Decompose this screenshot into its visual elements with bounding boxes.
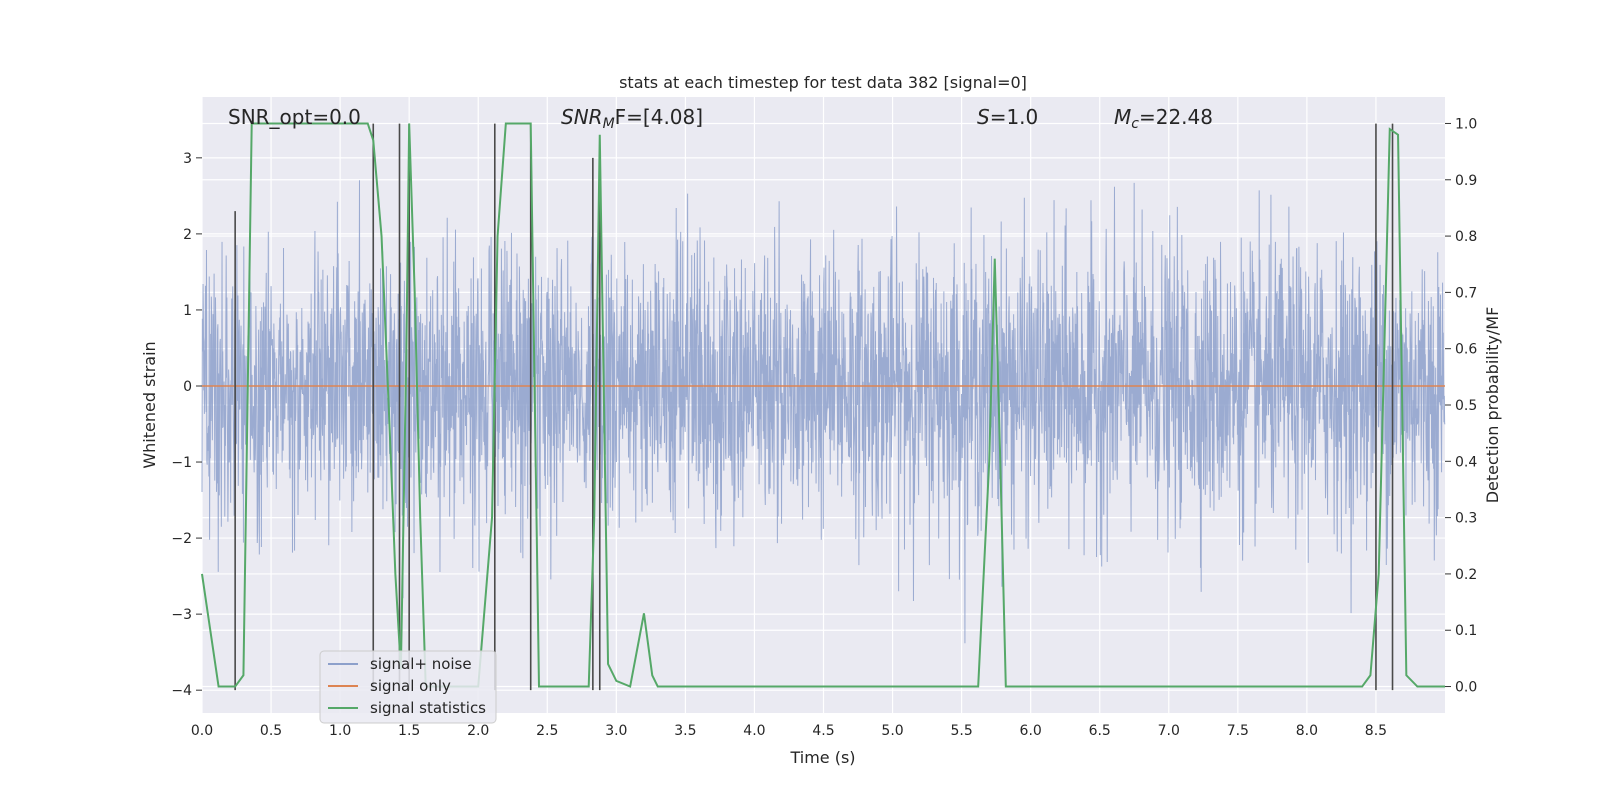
x-tick-label: 7.5: [1227, 723, 1249, 739]
x-tick-label: 1.0: [329, 723, 351, 739]
x-tick-label: 0.5: [260, 723, 282, 739]
series-line-signal-statistics: [201, 122, 1445, 688]
y-tick-label-left: −3: [171, 607, 192, 623]
y-tick-label-right: 0.3: [1455, 511, 1477, 527]
legend-label-signal: signal only: [370, 677, 451, 695]
y-tick-label-left: 3: [183, 151, 192, 167]
annotation-snr-mf-symbol: SNR: [561, 105, 603, 129]
y-tick-label-right: 0.4: [1455, 454, 1477, 470]
chart-title: stats at each timestep for test data 382…: [619, 73, 1027, 92]
y-tick-label-right: 0.2: [1455, 567, 1477, 583]
x-tick-label: 3.5: [674, 723, 696, 739]
legend: signal+ noise signal only signal statist…: [319, 650, 497, 724]
annotation-mc-subscript: c: [1131, 116, 1139, 132]
x-tick-label: 5.5: [950, 723, 972, 739]
y-tick-label-right: 0.0: [1455, 680, 1477, 696]
annotation-mc-symbol: M: [1114, 105, 1131, 129]
y-tick-label-right: 0.8: [1455, 229, 1477, 245]
x-tick-label: 3.0: [605, 723, 627, 739]
x-axis-label: Time (s): [789, 748, 855, 767]
tick-layer: 0.0 0.5 1.0 1.5 2.0 2.5 3.0 3.5 4.0 4.5 5.0 5.5 6.0 6…: [171, 116, 1477, 739]
x-tick-label: 8.5: [1365, 723, 1387, 739]
y-tick-label-left: 0: [183, 379, 192, 395]
x-tick-label: 2.5: [536, 723, 558, 739]
y-tick-label-left: −4: [171, 683, 192, 699]
x-tick-label: 7.0: [1158, 723, 1180, 739]
legend-label-noise: signal+ noise: [370, 655, 472, 673]
y-tick-label-left: −1: [171, 455, 192, 471]
y-tick-label-right: 0.1: [1455, 623, 1477, 639]
y-tick-label-left: 1: [183, 303, 192, 319]
annotation-s-value: =1.0: [990, 105, 1039, 129]
y-tick-label-right: 0.7: [1455, 285, 1477, 301]
annotation-snr-mf-subscript: M: [603, 116, 615, 132]
x-tick-label: 4.0: [743, 723, 765, 739]
x-tick-label: 2.0: [467, 723, 489, 739]
x-tick-label: 1.5: [398, 723, 420, 739]
y-tick-label-right: 1.0: [1455, 116, 1477, 132]
annotation-s-symbol: S: [977, 105, 990, 129]
y-tick-label-right: 0.5: [1455, 398, 1477, 414]
y-tick-label-left: 2: [183, 227, 192, 243]
x-tick-label: 5.0: [881, 723, 903, 739]
y-axis-label-right: Detection probability/MF: [1483, 307, 1502, 504]
stats-layer: [201, 122, 1445, 688]
annotation-s: S=1.0: [977, 105, 1038, 129]
annotation-snr-mf-value: F=[4.08]: [615, 105, 703, 129]
x-tick-label: 6.0: [1020, 723, 1042, 739]
x-tick-label: 6.5: [1089, 723, 1111, 739]
legend-box: [319, 650, 497, 724]
annotation-mc-value: =22.48: [1139, 105, 1213, 129]
x-tick-label: 0.0: [191, 723, 213, 739]
x-tick-label: 8.0: [1296, 723, 1318, 739]
annotation-mc: Mc=22.48: [1114, 105, 1213, 132]
annotation-snr-mf: SNRMF=[4.08]: [561, 105, 703, 132]
y-axis-label-left: Whitened strain: [140, 341, 159, 468]
y-tick-label-right: 0.6: [1455, 342, 1477, 358]
y-tick-label-left: −2: [171, 531, 192, 547]
legend-label-stats: signal statistics: [370, 699, 486, 717]
x-tick-label: 4.5: [812, 723, 834, 739]
y-tick-label-right: 0.9: [1455, 173, 1477, 189]
annotation-snr-opt: SNR_opt=0.0: [228, 105, 361, 129]
